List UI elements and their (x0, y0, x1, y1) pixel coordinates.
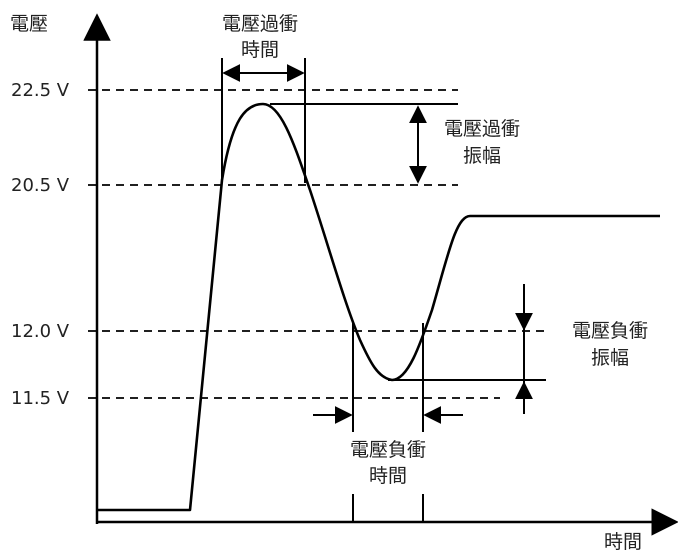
level-label-11-5: 11.5 V (11, 388, 70, 409)
overshoot-time-label-line2: 時間 (241, 39, 279, 61)
level-label-12-0: 12.0 V (11, 321, 70, 342)
y-axis-label: 電壓 (10, 13, 48, 35)
x-axis-label: 時間 (604, 531, 642, 553)
overshoot-amplitude-label-line1: 電壓過衝 (444, 118, 520, 140)
overshoot-time-label-line1: 電壓過衝 (222, 13, 298, 35)
undershoot-amplitude-label-line1: 電壓負衝 (572, 320, 648, 342)
level-label-20-5: 20.5 V (11, 175, 70, 196)
voltage-waveform (97, 102, 660, 512)
undershoot-time-label-bg (335, 432, 441, 494)
undershoot-amplitude-label-line2: 振幅 (591, 347, 629, 369)
level-label-22-5: 22.5 V (11, 80, 70, 101)
undershoot-time-label-line2: 時間 (369, 465, 407, 487)
undershoot-time-label-line1: 電壓負衝 (350, 439, 426, 461)
overshoot-amplitude-label-line2: 振幅 (463, 145, 501, 167)
